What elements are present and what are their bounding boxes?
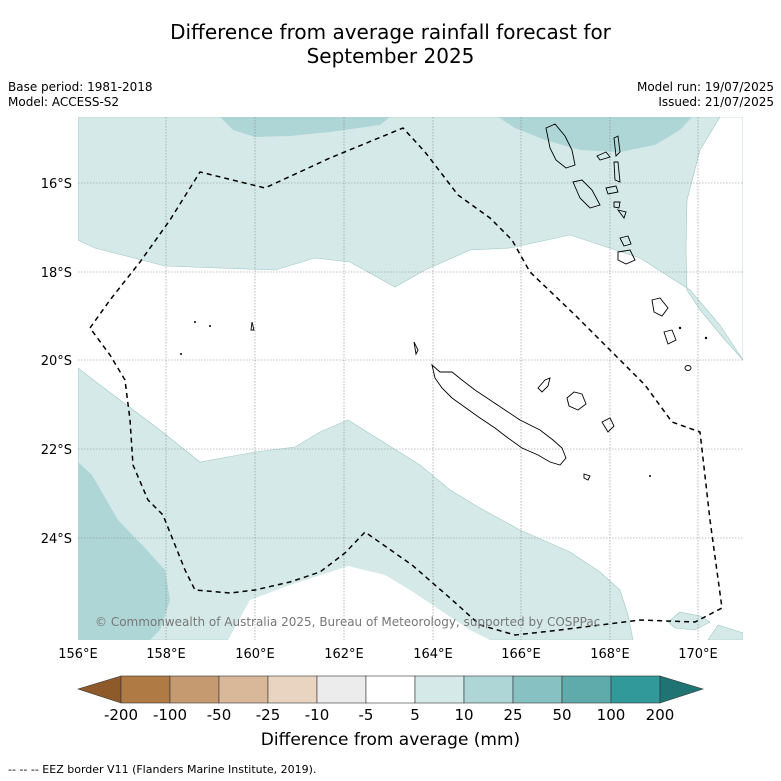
lon-label: 170°E — [678, 647, 718, 662]
copyright-notice: © Commonwealth of Australia 2025, Bureau… — [95, 615, 600, 629]
lon-label: 162°E — [324, 647, 364, 662]
title-line-2: September 2025 — [306, 44, 475, 68]
island-malekula — [572, 179, 601, 209]
island-espiritu-santo — [545, 123, 576, 169]
colorbar-segment — [120, 675, 171, 704]
colorbar-segment — [169, 675, 220, 704]
colorbar — [76, 675, 705, 704]
lat-label: 22°S — [41, 443, 72, 458]
colorbar-label: -50 — [207, 706, 232, 724]
positive-anomaly-band-south — [78, 367, 634, 640]
colorbar-label: -100 — [153, 706, 187, 724]
island-tanna — [651, 297, 669, 317]
colorbar-label: 25 — [503, 706, 522, 724]
islet-east — [704, 336, 708, 340]
lat-label: 16°S — [41, 177, 72, 192]
lon-label: 156°E — [58, 647, 98, 662]
colorbar-label: -5 — [359, 706, 374, 724]
colorbar-label: 10 — [454, 706, 473, 724]
islet-west-3 — [180, 353, 182, 355]
lat-label: 20°S — [41, 354, 72, 369]
colorbar-segment — [512, 675, 563, 704]
island-pentecost — [613, 161, 621, 183]
map-title: Difference from average rainfall forecas… — [0, 20, 781, 68]
islet-west-1 — [194, 321, 196, 323]
lon-label: 168°E — [590, 647, 630, 662]
colorbar-segment — [267, 675, 318, 704]
island-ambae — [596, 151, 611, 161]
island-lifou — [566, 391, 587, 411]
island-maewo — [613, 135, 621, 157]
islet-west-2 — [209, 325, 211, 327]
island-matthew — [684, 365, 692, 371]
islet-chesterfield — [250, 321, 255, 331]
longitude-labels: 156°E 158°E 160°E 162°E 164°E 166°E 168°… — [58, 647, 718, 662]
model-run: Model run: 19/07/2025 — [636, 80, 774, 94]
colorbar-label: 5 — [410, 706, 420, 724]
island-shepherds — [616, 209, 627, 219]
lon-label: 160°E — [235, 647, 275, 662]
map-area: © Commonwealth of Australia 2025, Bureau… — [78, 117, 743, 640]
colorbar-segment — [365, 675, 416, 704]
issued-date: Issued: 21/07/2025 — [658, 95, 774, 109]
base-period: Base period: 1981-2018 — [8, 80, 153, 94]
colorbar-segment — [610, 675, 661, 704]
island-erromango — [617, 249, 636, 265]
island-aneityum — [663, 329, 677, 345]
colorbar-label: -200 — [104, 706, 138, 724]
colorbar-extend-high — [659, 675, 705, 704]
map-gridlines — [78, 117, 743, 640]
mid-anomaly-patch-north-2 — [498, 117, 692, 152]
lat-label: 18°S — [41, 266, 72, 281]
lon-label: 158°E — [146, 647, 186, 662]
island-efate — [619, 235, 632, 247]
colorbar-segment — [414, 675, 465, 704]
grande-terre-island — [431, 363, 567, 466]
colorbar-segment — [218, 675, 269, 704]
colorbar-label: 50 — [552, 706, 571, 724]
lat-label: 24°S — [41, 532, 72, 547]
island-belep — [413, 341, 419, 356]
colorbar-labels: -200 -100 -50 -25 -10 -5 5 10 25 50 100 … — [104, 706, 674, 724]
positive-anomaly-patch-se-1 — [667, 611, 711, 631]
islet-hunter — [649, 475, 651, 477]
meta-right: Model run: 19/07/2025 Issued: 21/07/2025 — [637, 80, 774, 110]
mid-anomaly-patch-north-1 — [220, 117, 390, 137]
colorbar-extend-low — [76, 675, 122, 704]
colorbar-label: 100 — [597, 706, 626, 724]
colorbar-segment — [316, 675, 367, 704]
colorbar-label: -10 — [305, 706, 330, 724]
island-epi — [613, 201, 621, 209]
lon-label: 164°E — [413, 647, 453, 662]
island-pines — [583, 473, 591, 481]
title-line-1: Difference from average rainfall forecas… — [170, 20, 611, 44]
colorbar-segment — [463, 675, 514, 704]
colorbar-title: Difference from average (mm) — [260, 730, 521, 750]
positive-anomaly-patch-se-2 — [707, 624, 743, 640]
colorbar-segment — [561, 675, 612, 704]
mid-anomaly-patch-southwest — [78, 462, 170, 640]
neutral-area-south — [228, 566, 490, 640]
positive-anomaly-band-north — [78, 117, 743, 361]
latitude-labels: 16°S 18°S 20°S 22°S 24°S — [41, 177, 72, 547]
eez-footnote: -- -- -- EEZ border V11 (Flanders Marine… — [8, 763, 317, 776]
lon-label: 166°E — [501, 647, 541, 662]
meta-left: Base period: 1981-2018 Model: ACCESS-S2 — [8, 80, 153, 110]
model-name: Model: ACCESS-S2 — [8, 95, 120, 109]
colorbar-label: 200 — [646, 706, 675, 724]
island-mare — [601, 417, 615, 433]
island-ambrym — [605, 185, 619, 195]
colorbar-label: -25 — [256, 706, 281, 724]
island-ouvea — [537, 377, 551, 393]
islet-futuna — [678, 326, 682, 330]
